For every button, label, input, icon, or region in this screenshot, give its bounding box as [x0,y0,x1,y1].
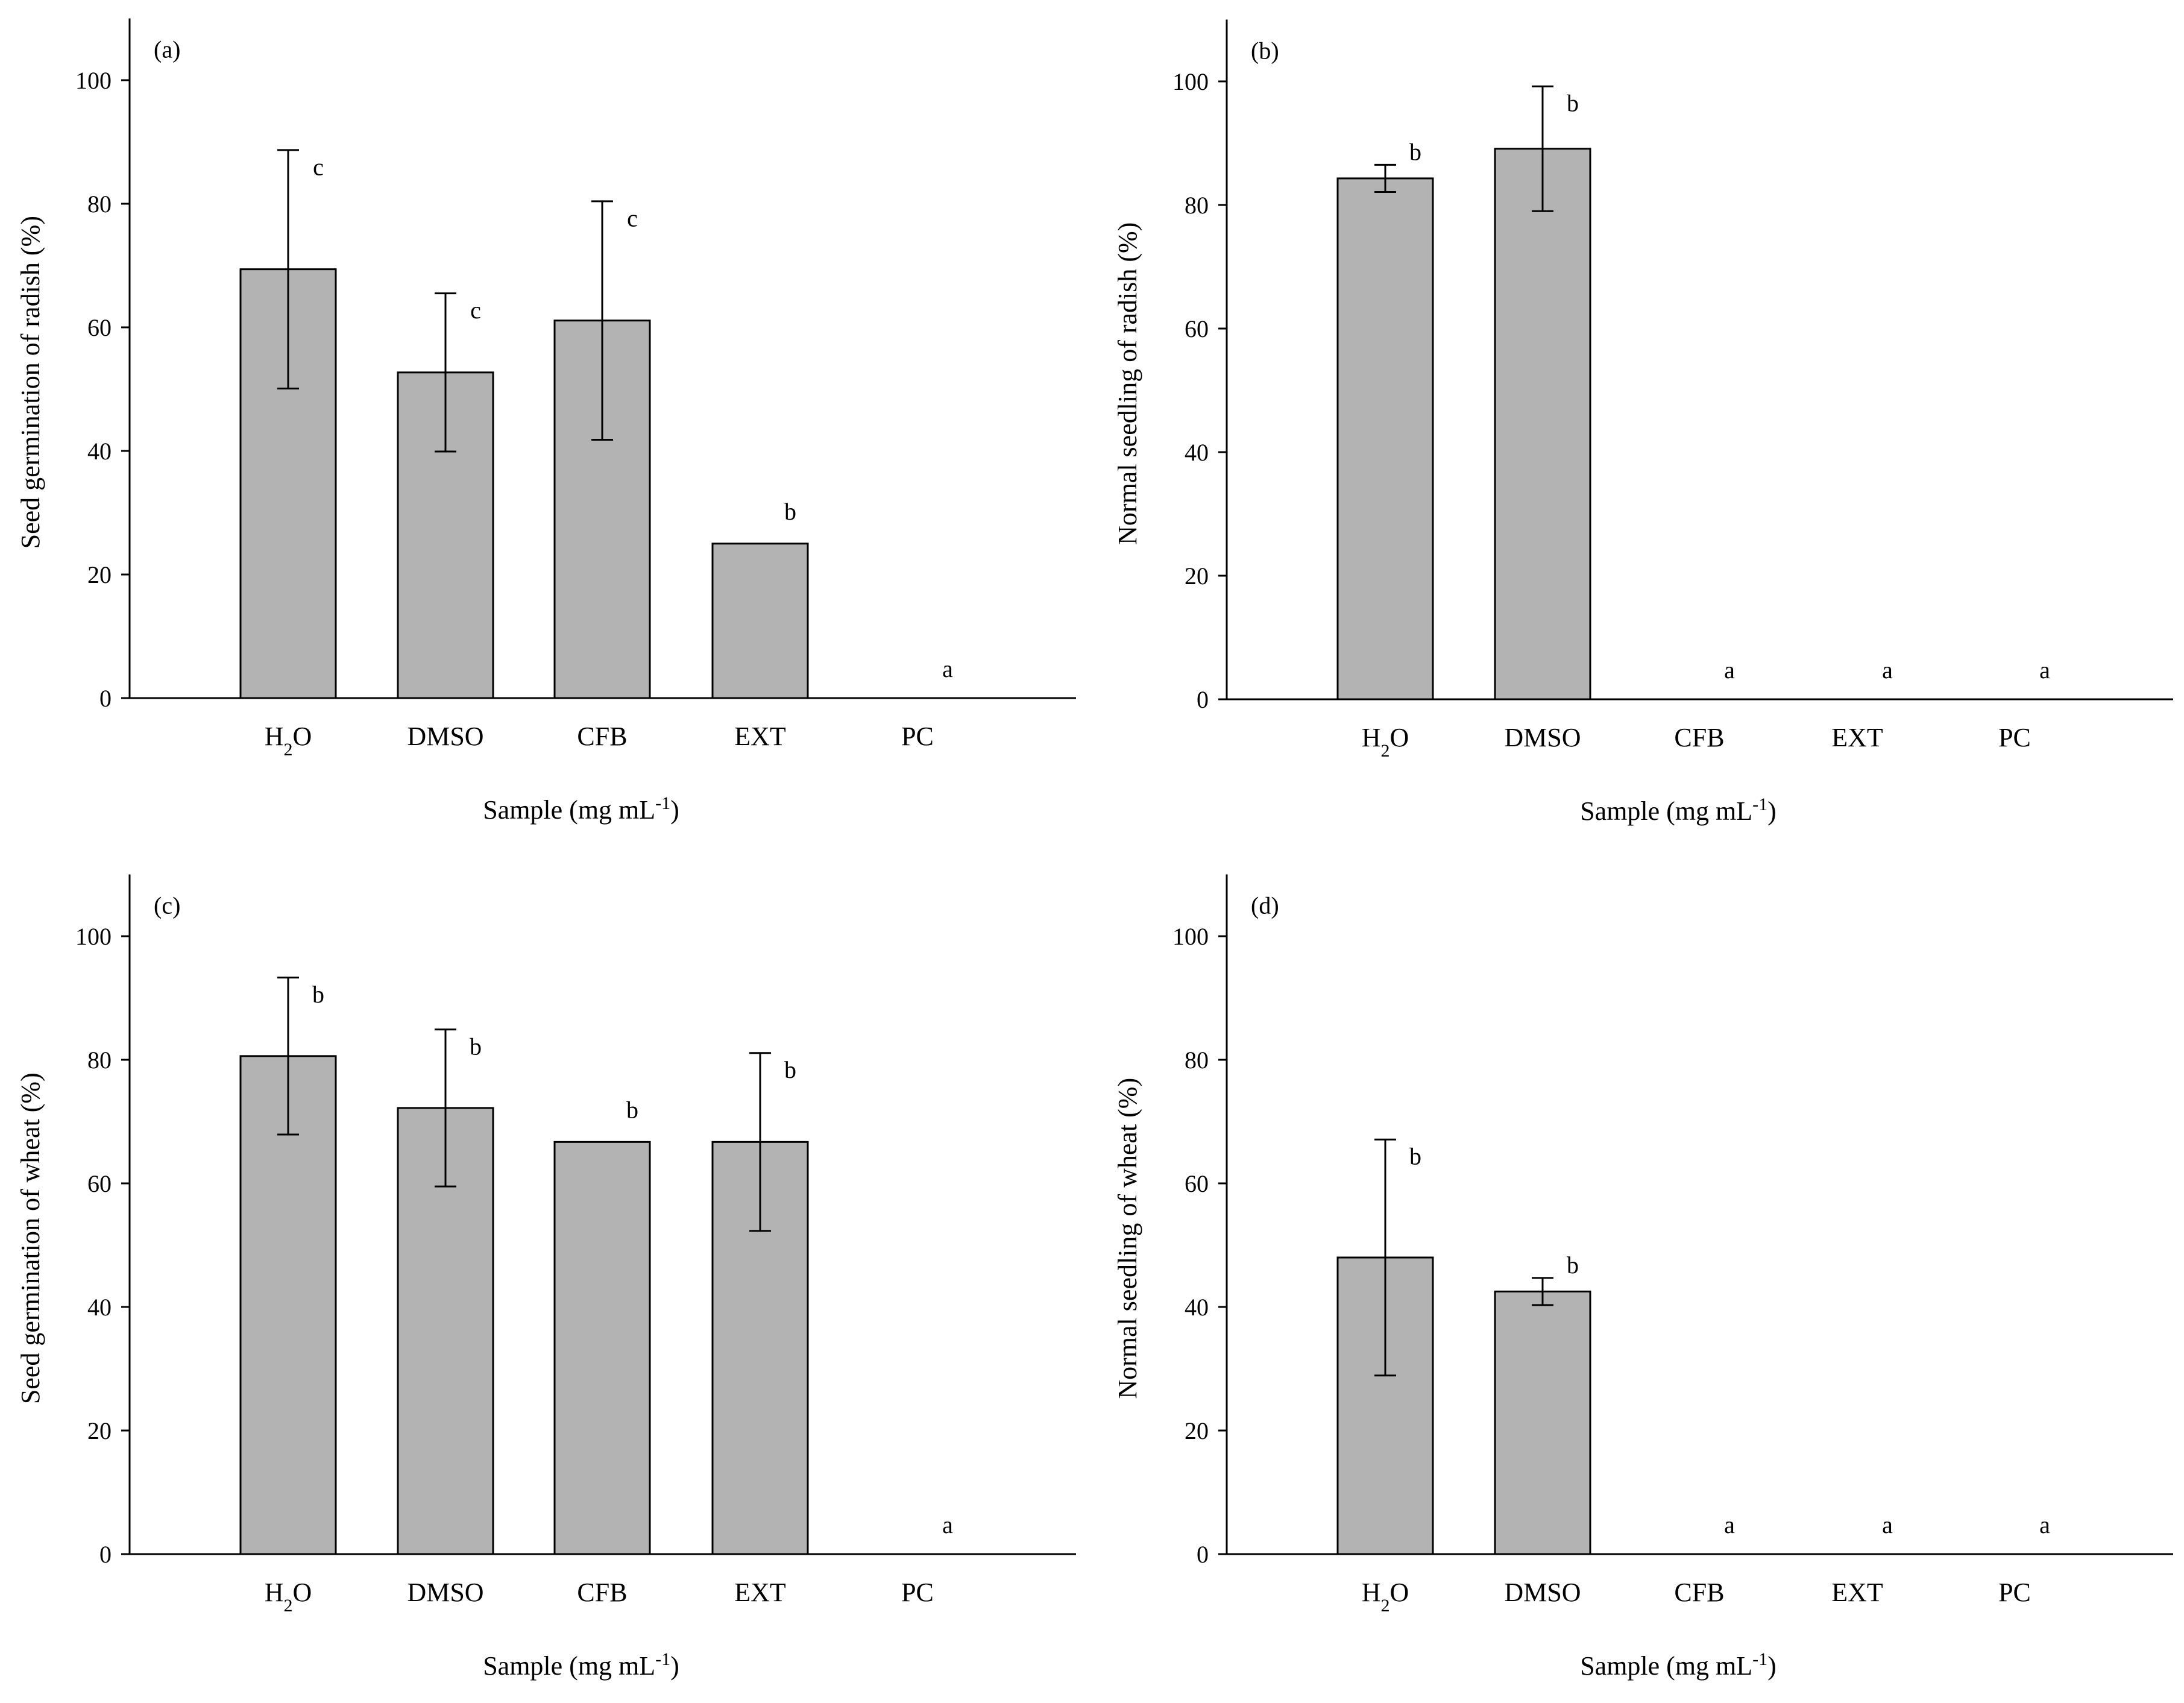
category-label: CFB [577,1578,627,1607]
x-axis-title: Sample (mg mL-1) [483,1649,679,1681]
y-tick-label: 20 [1185,562,1209,590]
significance-letter: a [1882,1511,1893,1538]
category-label: PC [901,1578,934,1607]
category-label: H2O [1362,1578,1409,1616]
y-tick-label: 60 [1185,315,1209,342]
y-tick-label: 40 [1185,1294,1209,1321]
significance-letter: a [1724,656,1735,684]
category-label: H2O [265,1578,312,1616]
significance-letter: b [1409,139,1421,166]
significance-letter: c [470,297,481,324]
panel-label: (a) [154,36,180,63]
significance-letter: a [2039,1511,2050,1538]
y-tick-label: 60 [87,1170,112,1197]
y-axis-title: Seed germination of wheat (%) [16,1072,45,1404]
chart-panel-b: 0 20 40 60 80 100 (b) b H2O b DMSO a CFB a EXT a PC Sampl… [1113,19,2173,826]
significance-letter: a [1724,1511,1735,1538]
panel-label: (d) [1251,892,1279,919]
significance-letter: b [1567,90,1579,117]
y-tick-label: 80 [1185,1047,1209,1074]
y-tick-label: 100 [75,923,112,950]
y-tick-label: 80 [87,1047,112,1074]
y-axis-title: Normal seedling of radish (%) [1113,222,1142,545]
y-axis-title: Seed germination of radish (%) [16,216,45,549]
panel-label: (c) [154,892,180,919]
category-label: H2O [1362,723,1409,761]
figure-panels: 0 20 40 60 80 100 (a) c H2O c DMSO c CFB b EXT a PC Sampl… [16,18,2173,1681]
panel-label: (b) [1251,37,1279,65]
significance-letter: a [942,655,953,682]
category-label: EXT [734,722,786,751]
significance-letter: b [312,981,324,1008]
category-label: CFB [577,722,627,751]
significance-letter: a [2039,656,2050,684]
bar-ext [711,543,809,699]
x-axis-title: Sample (mg mL-1) [1580,795,1776,826]
x-axis-title: Sample (mg mL-1) [1580,1649,1776,1681]
bar-h2o [239,1055,337,1555]
y-tick-label: 60 [87,314,112,341]
y-tick-label: 100 [1172,68,1209,95]
y-tick-label: 0 [1197,686,1209,713]
bar-h2o [1336,177,1434,700]
significance-letter: b [1409,1143,1421,1170]
category-label: EXT [1831,723,1883,752]
category-label: DMSO [407,722,483,751]
significance-letter: c [627,204,638,231]
category-label: PC [1998,723,2031,752]
category-label: CFB [1674,1578,1724,1607]
significance-letter: c [313,153,324,180]
y-tick-label: 40 [87,1294,112,1321]
significance-letter: b [784,498,796,525]
category-label: CFB [1674,723,1724,752]
bar-dmso [1494,1290,1591,1555]
significance-letter: a [1882,656,1893,684]
significance-letter: b [470,1033,482,1060]
y-tick-label: 20 [87,561,112,588]
significance-letter: b [626,1096,638,1123]
y-tick-label: 20 [87,1417,112,1444]
y-tick-label: 0 [1197,1541,1209,1568]
chart-panel-d: 0 20 40 60 80 100 (d) b H2O b DMSO a CFB a EXT a PC Sampl… [1113,874,2173,1681]
category-label: EXT [734,1578,786,1607]
category-label: DMSO [1504,1578,1581,1607]
y-tick-label: 100 [1172,923,1209,950]
bar-cfb [553,1141,651,1555]
category-label: PC [901,722,934,751]
y-axis-title: Normal seedling of wheat (%) [1113,1078,1142,1399]
y-tick-label: 40 [87,438,112,465]
category-label: DMSO [407,1578,483,1607]
y-tick-label: 100 [75,67,112,94]
x-axis-title: Sample (mg mL-1) [483,793,679,825]
significance-letter: b [784,1056,796,1083]
chart-panel-a: 0 20 40 60 80 100 (a) c H2O c DMSO c CFB b EXT a PC Sampl… [16,18,1076,825]
y-tick-label: 80 [87,190,112,218]
y-tick-label: 20 [1185,1417,1209,1444]
category-label: EXT [1831,1578,1883,1607]
category-label: H2O [265,722,312,760]
category-label: DMSO [1504,723,1581,752]
category-label: PC [1998,1578,2031,1607]
y-tick-label: 0 [99,1541,112,1568]
y-tick-label: 60 [1185,1170,1209,1197]
bar-dmso [1494,148,1591,700]
chart-panel-c: 0 20 40 60 80 100 (c) b H2O b DMSO b CFB b EXT a PC Sampl… [16,874,1076,1681]
significance-letter: b [1567,1251,1579,1279]
y-tick-label: 40 [1185,439,1209,466]
y-tick-label: 0 [99,685,112,712]
y-tick-label: 80 [1185,192,1209,219]
significance-letter: a [942,1511,953,1538]
